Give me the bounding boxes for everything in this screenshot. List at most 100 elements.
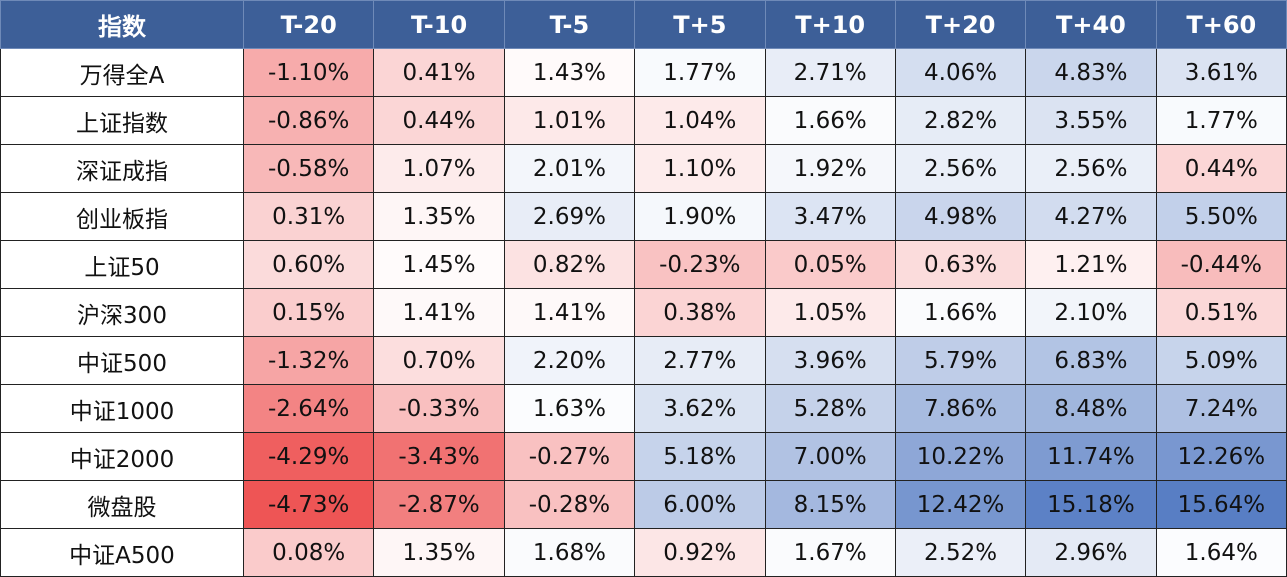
value-cell: -1.32% [242,336,375,385]
value-cell: 0.63% [894,240,1027,289]
value-cell: 1.90% [634,192,766,241]
value-cell: 6.00% [634,480,766,529]
header-cell: T-20 [242,0,375,49]
row-label: 沪深300 [0,288,244,337]
row-label: 深证成指 [0,144,244,193]
value-cell: 1.41% [503,288,636,337]
table-row: 中证2000 -4.29% -3.43% -0.27% 5.18% 7.00% 10.22%… [0,432,1287,481]
header-cell: T+5 [634,0,766,49]
table-row: 中证500 -1.32% 0.70% 2.20% 2.77% 3.96% 5.79% 6.83… [0,336,1287,385]
value-cell: 1.01% [503,96,636,145]
value-cell: 0.05% [764,240,896,289]
value-cell: 0.41% [373,48,505,97]
value-cell: -4.73% [242,480,375,529]
header-cell: 指数 [0,0,244,49]
value-cell: 0.92% [634,528,766,577]
value-cell: 1.66% [764,96,896,145]
value-cell: 5.28% [764,384,896,433]
value-cell: 1.64% [1155,528,1287,577]
value-cell: 3.47% [764,192,896,241]
value-cell: 1.67% [764,528,896,577]
value-cell: 1.05% [764,288,896,337]
value-cell: 2.71% [764,48,896,97]
table-row: 万得全A -1.10% 0.41% 1.43% 1.77% 2.71% 4.06% 4.83%… [0,48,1287,97]
value-cell: 7.00% [764,432,896,481]
value-cell: 1.92% [764,144,896,193]
row-label: 中证A500 [0,528,244,577]
value-cell: 0.70% [373,336,505,385]
value-cell: 6.83% [1025,336,1157,385]
value-cell: 3.96% [764,336,896,385]
value-cell: 2.69% [503,192,636,241]
row-label: 上证50 [0,240,244,289]
value-cell: -4.29% [242,432,375,481]
value-cell: 1.66% [894,288,1027,337]
value-cell: 0.15% [242,288,375,337]
row-label: 中证500 [0,336,244,385]
row-label: 上证指数 [0,96,244,145]
header-cell: T+60 [1155,0,1287,49]
table-row: 中证1000 -2.64% -0.33% 1.63% 3.62% 5.28% 7.86% 8.… [0,384,1287,433]
value-cell: 1.77% [634,48,766,97]
value-cell: 3.55% [1025,96,1157,145]
value-cell: -3.43% [373,432,505,481]
value-cell: 8.48% [1025,384,1157,433]
value-cell: 2.01% [503,144,636,193]
header-cell: T+10 [764,0,896,49]
value-cell: 5.18% [634,432,766,481]
table-row: 微盘股 -4.73% -2.87% -0.28% 6.00% 8.15% 12.42% 15.… [0,480,1287,529]
value-cell: 1.21% [1025,240,1157,289]
value-cell: 1.68% [503,528,636,577]
value-cell: 2.96% [1025,528,1157,577]
row-label: 创业板指 [0,192,244,241]
value-cell: 0.08% [242,528,375,577]
value-cell: -0.86% [242,96,375,145]
value-cell: 2.56% [894,144,1027,193]
value-cell: 15.64% [1155,480,1287,529]
table-row: 中证A500 0.08% 1.35% 1.68% 0.92% 1.67% 2.52% 2.96… [0,528,1287,577]
table-row: 深证成指 -0.58% 1.07% 2.01% 1.10% 1.92% 2.56% 2.56%… [0,144,1287,193]
value-cell: 10.22% [894,432,1027,481]
value-cell: -2.87% [373,480,505,529]
value-cell: -0.58% [242,144,375,193]
value-cell: -0.27% [503,432,636,481]
value-cell: -0.44% [1155,240,1287,289]
header-cell: T-5 [503,0,636,49]
value-cell: 2.10% [1025,288,1157,337]
value-cell: 7.24% [1155,384,1287,433]
value-cell: -2.64% [242,384,375,433]
value-cell: 12.26% [1155,432,1287,481]
header-row: 指数 T-20 T-10 T-5 T+5 T+10 T+20 T+40 T+60 [0,0,1287,49]
value-cell: 2.82% [894,96,1027,145]
value-cell: 1.07% [373,144,505,193]
value-cell: 8.15% [764,480,896,529]
value-cell: 4.27% [1025,192,1157,241]
table-row: 创业板指 0.31% 1.35% 2.69% 1.90% 3.47% 4.98% 4.27% 5… [0,192,1287,241]
value-cell: 7.86% [894,384,1027,433]
value-cell: 1.35% [373,192,505,241]
value-cell: -0.28% [503,480,636,529]
value-cell: 1.10% [634,144,766,193]
table-body: 万得全A -1.10% 0.41% 1.43% 1.77% 2.71% 4.06% 4.83%… [0,48,1287,577]
header-cell: T-10 [373,0,505,49]
row-label: 中证1000 [0,384,244,433]
header-cell: T+40 [1025,0,1157,49]
value-cell: 3.62% [634,384,766,433]
value-cell: 2.77% [634,336,766,385]
value-cell: 5.09% [1155,336,1287,385]
value-cell: 3.61% [1155,48,1287,97]
value-cell: 0.44% [1155,144,1287,193]
header-cell: T+20 [894,0,1027,49]
table-row: 沪深300 0.15% 1.41% 1.41% 0.38% 1.05% 1.66% 2.10%… [0,288,1287,337]
value-cell: 1.45% [373,240,505,289]
value-cell: 4.83% [1025,48,1157,97]
value-cell: 4.98% [894,192,1027,241]
value-cell: -0.23% [634,240,766,289]
table-row: 上证50 0.60% 1.45% 0.82% -0.23% 0.05% 0.63% 1.21%… [0,240,1287,289]
value-cell: 0.82% [503,240,636,289]
value-cell: 0.60% [242,240,375,289]
value-cell: 15.18% [1025,480,1157,529]
row-label: 万得全A [0,48,244,97]
